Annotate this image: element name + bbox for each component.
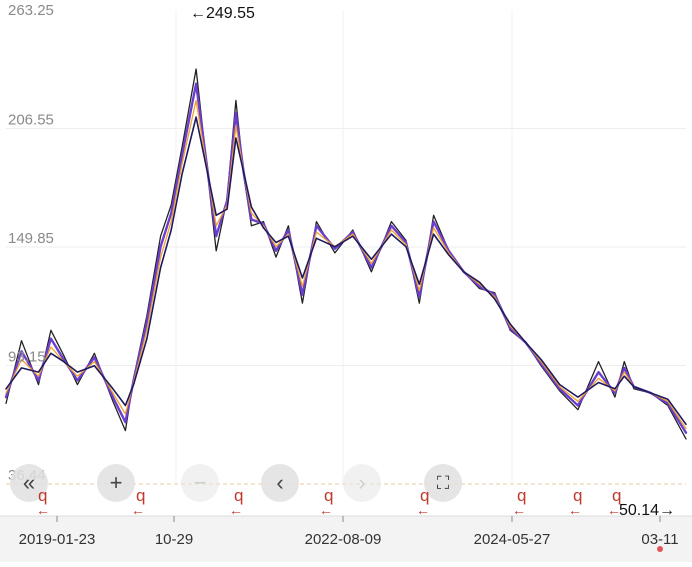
event-marker-arrow: ←	[607, 502, 621, 518]
event-marker-arrow: ←	[36, 502, 50, 518]
event-marker-q[interactable]: q	[420, 486, 430, 505]
event-marker-q[interactable]: q	[612, 486, 622, 505]
x-axis-band	[0, 516, 692, 562]
series-layer	[4, 68, 688, 440]
chart-grid	[6, 10, 686, 485]
y-tick-label: 206.55	[8, 111, 54, 128]
previous-button[interactable]: ‹	[261, 464, 299, 502]
event-marker-arrow: ←	[512, 502, 526, 518]
event-marker-arrow: ←	[568, 502, 582, 518]
fullscreen-button[interactable]: ⛶	[424, 464, 462, 502]
price-series-line	[5, 116, 687, 426]
zoom-out-button[interactable]: −	[181, 464, 219, 502]
event-marker-q[interactable]: q	[136, 486, 146, 505]
max-price-label: ←249.55	[190, 5, 255, 22]
scroll-left-button[interactable]: «	[10, 464, 48, 502]
y-tick-label: 93.15	[8, 348, 46, 365]
event-marker-arrow: ←	[416, 502, 430, 518]
x-tick-label: 10-29	[155, 531, 193, 548]
event-marker-q[interactable]: q	[38, 486, 48, 505]
zoom-in-button[interactable]: +	[97, 464, 135, 502]
x-tick-label: 2019-01-23	[19, 531, 96, 548]
y-tick-label: 263.25	[8, 2, 54, 19]
event-marker-arrow: ←	[319, 502, 333, 518]
event-marker-q[interactable]: q	[234, 486, 244, 505]
x-tick-label: 03-11	[641, 531, 678, 548]
event-marker-arrow: ←	[131, 502, 145, 518]
event-marker-arrow: ←	[229, 502, 243, 518]
page-indicator-dot	[657, 546, 663, 552]
event-marker-q[interactable]: q	[517, 486, 527, 505]
next-button[interactable]: ›	[343, 464, 381, 502]
event-marker-q[interactable]: q	[573, 486, 583, 505]
x-axis: 2019-01-23 10-29 2022-08-09 2024-05-27 03-11	[0, 515, 692, 562]
y-tick-label: 149.85	[8, 230, 54, 247]
price-series-line	[5, 99, 687, 430]
event-marker-q[interactable]: q	[324, 486, 334, 505]
x-tick-label: 2024-05-27	[474, 531, 551, 548]
price-series-line	[4, 82, 688, 434]
min-price-label: 50.14→	[619, 502, 675, 519]
x-tick-label: 2022-08-09	[305, 531, 382, 548]
